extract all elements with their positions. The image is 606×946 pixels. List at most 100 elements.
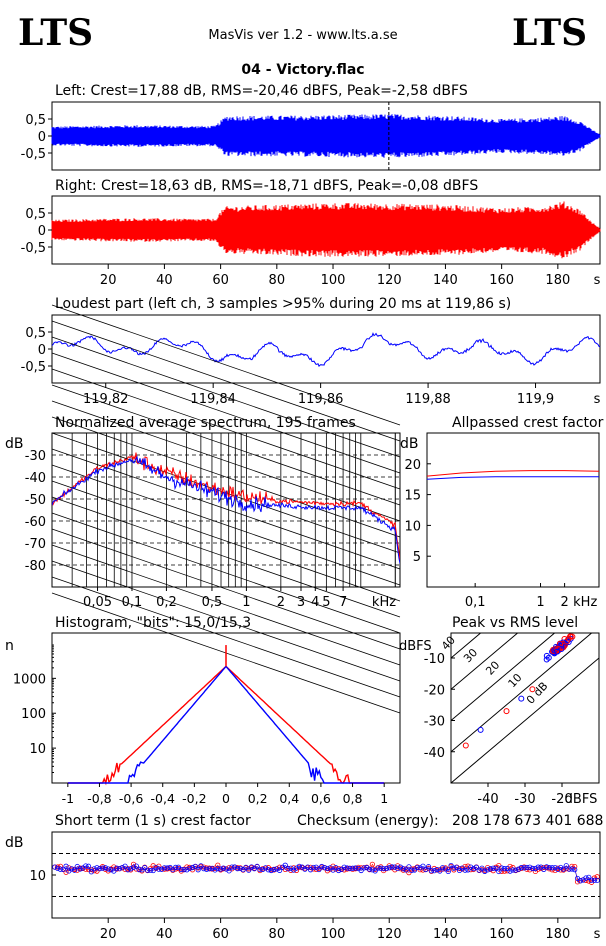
- short-term-xtick-label: 160: [489, 927, 514, 942]
- short-term-point: [88, 869, 94, 875]
- peak-rms-unit: dBFS: [565, 792, 598, 807]
- short-term-point: [366, 866, 373, 872]
- left-waveform-trace: [51, 114, 601, 158]
- right-waveform-xtick-label: 180: [545, 273, 570, 288]
- peak-rms-diagonal: [451, 657, 599, 783]
- histogram-title: Histogram, "bits": 15,0/15,3: [55, 615, 251, 631]
- allpassed-ytick-label: 5: [413, 550, 421, 565]
- short-term-point: [586, 878, 592, 884]
- short-term-point: [122, 863, 128, 869]
- short-term-point: [91, 866, 97, 872]
- short-term-point: [198, 863, 204, 869]
- peak-rms-xtick-label: -40: [477, 792, 498, 807]
- peak-rms-diagonal: [451, 633, 519, 690]
- right-waveform-ytick-label: 0,5: [25, 207, 46, 222]
- short-term-crest-title: Short term (1 s) crest factor: [55, 813, 251, 829]
- histogram-xtick-label: 0,2: [248, 791, 268, 806]
- spectrum-slope-line: [51, 416, 401, 538]
- short-term-point: [114, 865, 120, 871]
- loudest-part-ytick-label: 0: [38, 343, 46, 358]
- short-term-xtick-label: 120: [377, 927, 402, 942]
- spectrum-slope-line: [51, 320, 401, 442]
- short-term-point: [417, 865, 423, 871]
- short-term-point: [248, 864, 255, 870]
- peak-rms-ytick-label: -40: [424, 746, 445, 761]
- peak-rms-point: [518, 695, 525, 702]
- short-term-point: [324, 865, 331, 872]
- spectrum-slope-line: [51, 464, 401, 586]
- short-term-point: [265, 867, 271, 873]
- short-term-point: [336, 867, 342, 874]
- short-term-point: [212, 865, 218, 871]
- short-term-point: [305, 864, 311, 870]
- allpassed-ylabel: dB: [400, 436, 419, 452]
- short-term-point: [445, 868, 451, 875]
- right-waveform-xtick-label: 60: [212, 273, 229, 288]
- histogram-xtick-label: 0,8: [343, 791, 363, 806]
- short-term-point: [454, 864, 460, 870]
- loudest-part-xtick-label: 119,86: [298, 392, 344, 407]
- short-term-point: [209, 865, 215, 871]
- short-term-point: [451, 865, 457, 871]
- histogram-xtick-label: -0,2: [182, 791, 206, 806]
- short-term-point: [130, 864, 137, 870]
- short-term-point: [560, 866, 567, 872]
- peak-rms-point: [462, 742, 469, 749]
- right-waveform-ytick-label: 0: [38, 224, 46, 239]
- short-term-point: [400, 867, 406, 873]
- histogram-ylabel: n: [5, 638, 14, 654]
- short-term-point: [594, 874, 600, 880]
- short-term-point: [97, 866, 103, 872]
- checksum-value: 208 178 673 401 688: [452, 813, 603, 829]
- short-term-point: [507, 868, 513, 874]
- spectrum-xtick-label: 2: [277, 595, 285, 610]
- short-term-point: [479, 865, 485, 871]
- short-term-point: [386, 865, 392, 871]
- spectrum-slope-line: [51, 560, 401, 682]
- right-waveform-unit: s: [594, 273, 601, 288]
- right-waveform-xtick-label: 80: [269, 273, 286, 288]
- short-term-point: [499, 865, 505, 871]
- spectrum-ytick-label: -50: [25, 493, 46, 508]
- peak-rms-xtick-label: -30: [514, 792, 535, 807]
- short-term-point: [473, 864, 479, 870]
- spectrum-blue-series: [52, 455, 400, 564]
- left-waveform-ytick-label: 0: [38, 130, 46, 145]
- right-waveform-xtick-label: 140: [433, 273, 458, 288]
- short-term-point: [440, 865, 446, 871]
- peak-rms-point: [554, 648, 561, 655]
- short-term-xtick-label: 180: [545, 927, 570, 942]
- short-term-point: [125, 867, 131, 873]
- spectrum-ylabel: dB: [5, 436, 24, 452]
- peak-rms-xtick-label: -20: [551, 792, 572, 807]
- short-term-point: [397, 864, 404, 870]
- short-term-point: [274, 866, 280, 872]
- peak-rms-point: [543, 656, 550, 663]
- short-term-point: [77, 866, 83, 872]
- loudest-part-xtick-label: 119,82: [83, 392, 129, 407]
- short-term-point: [246, 867, 252, 873]
- spectrum-ytick-label: -70: [25, 537, 46, 552]
- short-term-point: [403, 867, 409, 873]
- allpassed-ytick-label: 15: [404, 489, 421, 504]
- short-term-point: [544, 864, 550, 870]
- short-term-point: [128, 866, 134, 872]
- allpassed-unit: kHz: [573, 595, 597, 610]
- short-term-point: [156, 863, 162, 869]
- short-term-point: [184, 864, 190, 870]
- spectrum-xtick-label: 4: [311, 595, 319, 610]
- short-term-point: [277, 867, 283, 873]
- spectrum-slope-line: [51, 368, 401, 490]
- lts-logo-left: LTS: [18, 12, 93, 54]
- loudest-part-title: Loudest part (left ch, 3 samples >95% du…: [55, 296, 511, 312]
- allpassed-blue-series: [426, 476, 599, 480]
- histogram-xtick-label: 1: [380, 791, 388, 806]
- histogram-ytick-label: 10: [29, 742, 46, 757]
- short-term-xtick-label: 140: [433, 927, 458, 942]
- short-term-point: [406, 864, 412, 870]
- chart-marks: 0,50-0,50,50-0,520 40 60 80 100 120 140 160 180 s…: [13, 102, 601, 942]
- right-waveform-xtick-label: 120: [377, 273, 402, 288]
- short-term-point: [119, 864, 125, 871]
- allpassed-xtick-label: 1: [536, 595, 544, 610]
- short-term-point: [69, 866, 75, 872]
